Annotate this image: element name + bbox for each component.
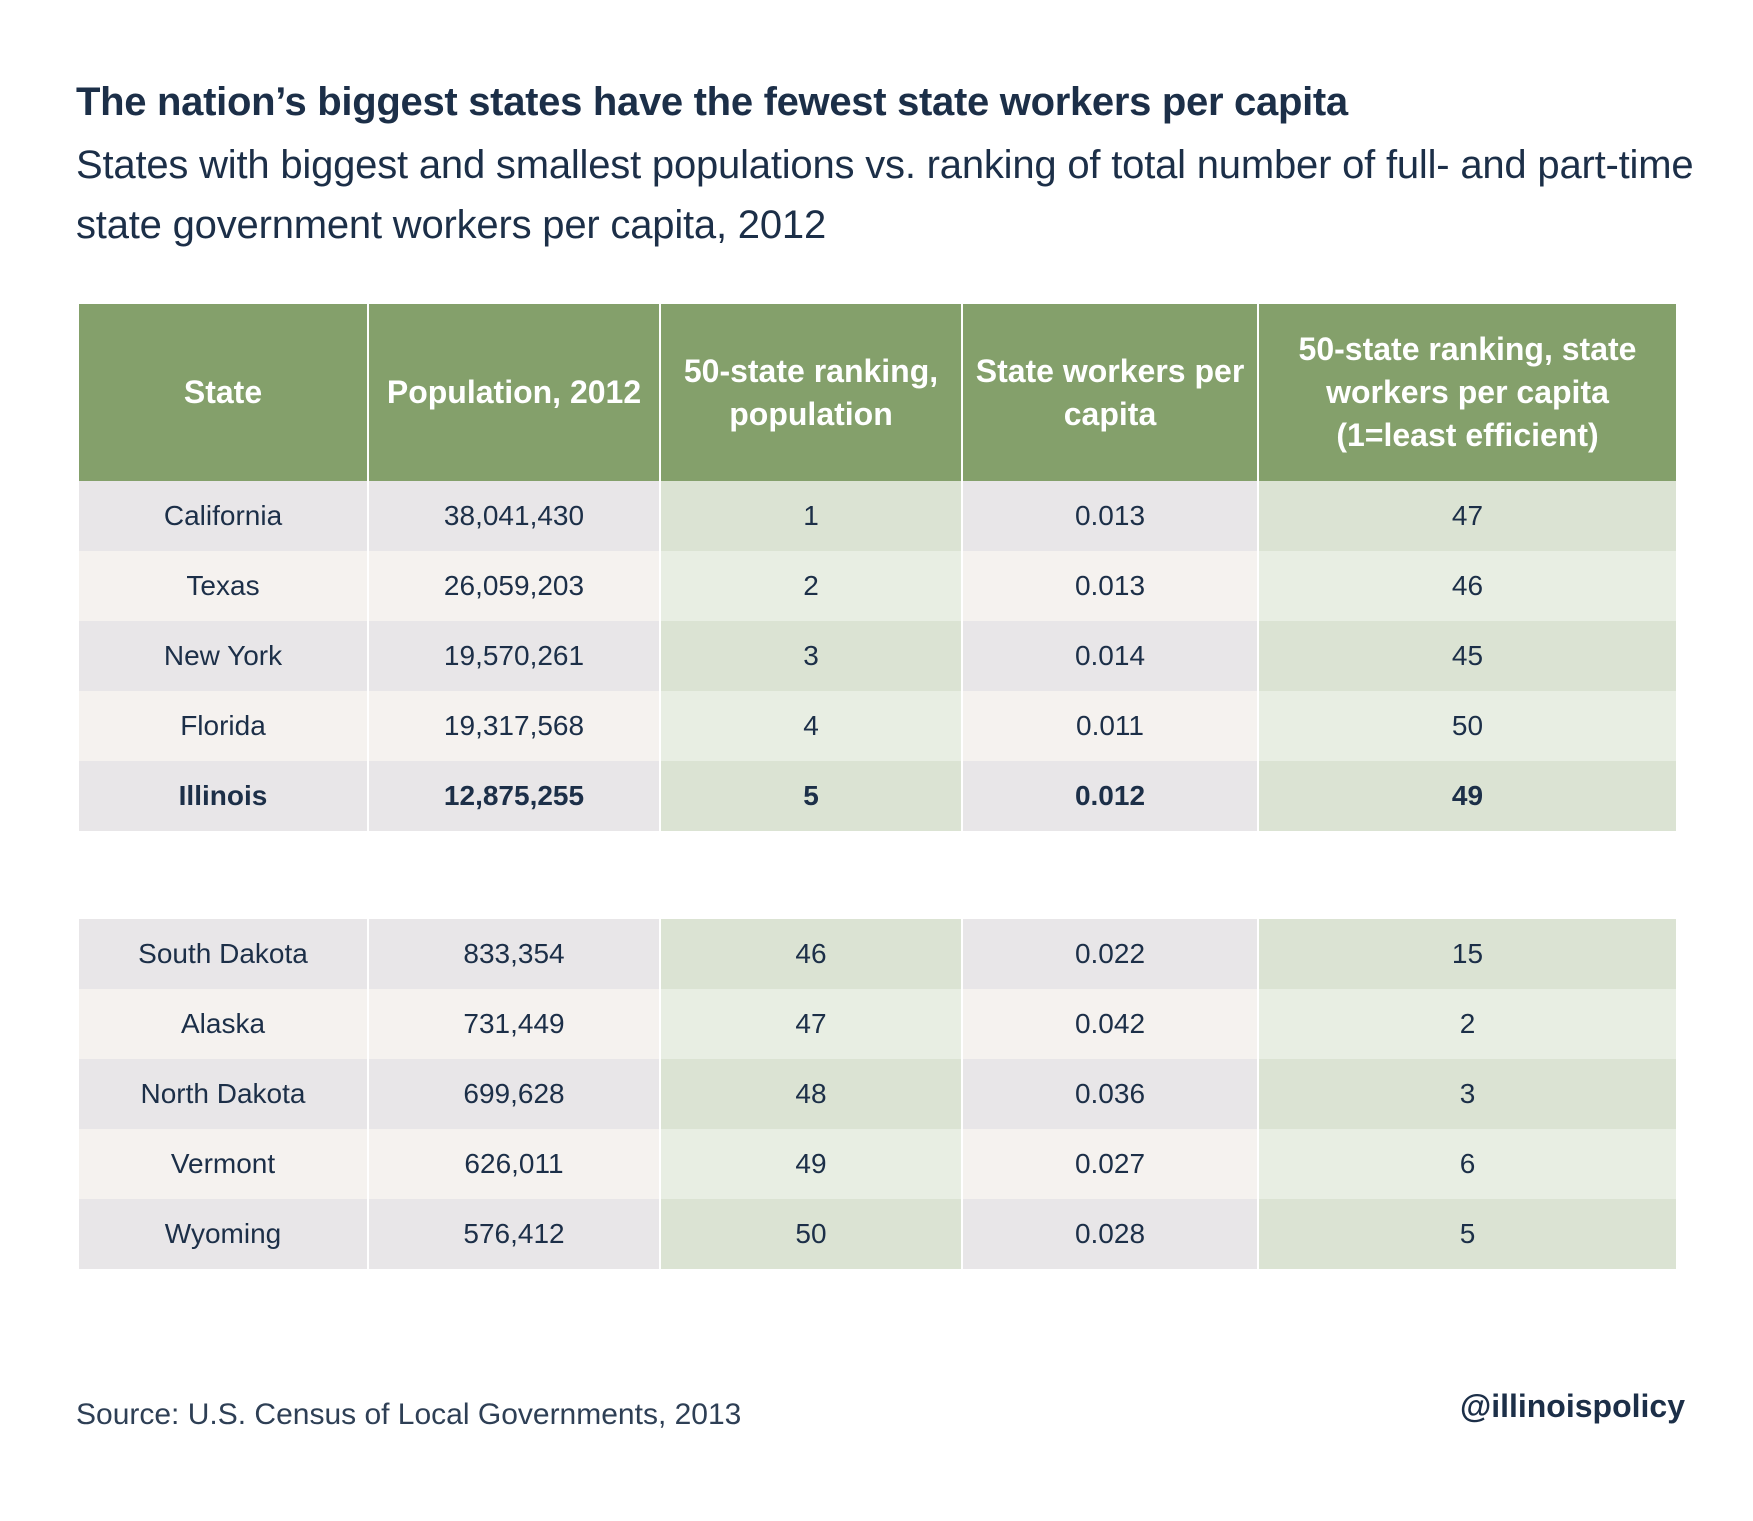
- cell-population-ranking: 48: [659, 1059, 961, 1129]
- header-row: State Population, 2012 50-state ranking,…: [79, 304, 1676, 481]
- cell-workers-per-capita: 0.014: [961, 621, 1257, 691]
- cell-state: Wyoming: [79, 1199, 367, 1269]
- cell-workers-ranking: 50: [1257, 691, 1676, 761]
- cell-population: 833,354: [367, 919, 659, 989]
- cell-population: 576,412: [367, 1199, 659, 1269]
- table-row: New York 19,570,261 3 0.014 45: [79, 621, 1676, 691]
- cell-state: Florida: [79, 691, 367, 761]
- cell-population: 12,875,255: [367, 761, 659, 831]
- cell-population-ranking: 2: [659, 551, 961, 621]
- cell-workers-ranking: 45: [1257, 621, 1676, 691]
- table-group-largest-states: California 38,041,430 1 0.013 47 Texas 26,059,…: [79, 481, 1676, 831]
- cell-population: 699,628: [367, 1059, 659, 1129]
- cell-population: 19,317,568: [367, 691, 659, 761]
- source-note: Source: U.S. Census of Local Governments…: [76, 1398, 742, 1431]
- table-row: Texas 26,059,203 2 0.013 46: [79, 551, 1676, 621]
- cell-workers-ranking: 3: [1257, 1059, 1676, 1129]
- cell-population: 19,570,261: [367, 621, 659, 691]
- cell-state: Alaska: [79, 989, 367, 1059]
- cell-population: 38,041,430: [367, 481, 659, 551]
- table-row: Illinois 12,875,255 5 0.012 49: [79, 761, 1676, 831]
- cell-state: Texas: [79, 551, 367, 621]
- cell-workers-per-capita: 0.011: [961, 691, 1257, 761]
- cell-population-ranking: 3: [659, 621, 961, 691]
- table-row: Wyoming 576,412 50 0.028 5: [79, 1199, 1676, 1269]
- cell-workers-per-capita: 0.028: [961, 1199, 1257, 1269]
- cell-population-ranking: 50: [659, 1199, 961, 1269]
- table-row: California 38,041,430 1 0.013 47: [79, 481, 1676, 551]
- cell-workers-ranking: 15: [1257, 919, 1676, 989]
- cell-population-ranking: 4: [659, 691, 961, 761]
- cell-population-ranking: 5: [659, 761, 961, 831]
- cell-population-ranking: 47: [659, 989, 961, 1059]
- table-row: Florida 19,317,568 4 0.011 50: [79, 691, 1676, 761]
- cell-population: 26,059,203: [367, 551, 659, 621]
- table-group-smallest-states: South Dakota 833,354 46 0.022 15 Alaska 731,44…: [79, 919, 1676, 1269]
- column-header-state: State: [79, 304, 367, 481]
- table-row: South Dakota 833,354 46 0.022 15: [79, 919, 1676, 989]
- cell-state: California: [79, 481, 367, 551]
- cell-workers-ranking: 6: [1257, 1129, 1676, 1199]
- cell-state: Illinois: [79, 761, 367, 831]
- cell-workers-ranking: 47: [1257, 481, 1676, 551]
- cell-population-ranking: 46: [659, 919, 961, 989]
- chart-subtitle: States with biggest and smallest populat…: [76, 143, 1694, 247]
- chart-title: The nation’s biggest states have the few…: [76, 80, 1348, 124]
- cell-workers-per-capita: 0.022: [961, 919, 1257, 989]
- cell-state: North Dakota: [79, 1059, 367, 1129]
- cell-population-ranking: 49: [659, 1129, 961, 1199]
- column-header-workers-per-capita: State workers per capita: [961, 304, 1257, 481]
- cell-workers-ranking: 49: [1257, 761, 1676, 831]
- cell-workers-per-capita: 0.012: [961, 761, 1257, 831]
- cell-population-ranking: 1: [659, 481, 961, 551]
- cell-population: 626,011: [367, 1129, 659, 1199]
- column-header-population: Population, 2012: [367, 304, 659, 481]
- cell-workers-per-capita: 0.036: [961, 1059, 1257, 1129]
- cell-workers-per-capita: 0.042: [961, 989, 1257, 1059]
- table-row: Vermont 626,011 49 0.027 6: [79, 1129, 1676, 1199]
- column-header-workers-ranking: 50-state ranking, state workers per capi…: [1257, 304, 1676, 481]
- cell-workers-ranking: 5: [1257, 1199, 1676, 1269]
- column-header-population-ranking: 50-state ranking, population: [659, 304, 961, 481]
- cell-workers-per-capita: 0.027: [961, 1129, 1257, 1199]
- table-header: State Population, 2012 50-state ranking,…: [79, 304, 1676, 481]
- table-row: North Dakota 699,628 48 0.036 3: [79, 1059, 1676, 1129]
- cell-workers-ranking: 46: [1257, 551, 1676, 621]
- table-row: Alaska 731,449 47 0.042 2: [79, 989, 1676, 1059]
- cell-state: South Dakota: [79, 919, 367, 989]
- cell-workers-ranking: 2: [1257, 989, 1676, 1059]
- cell-state: Vermont: [79, 1129, 367, 1199]
- cell-workers-per-capita: 0.013: [961, 481, 1257, 551]
- social-handle: @illinoispolicy: [1459, 1388, 1685, 1424]
- cell-workers-per-capita: 0.013: [961, 551, 1257, 621]
- cell-population: 731,449: [367, 989, 659, 1059]
- cell-state: New York: [79, 621, 367, 691]
